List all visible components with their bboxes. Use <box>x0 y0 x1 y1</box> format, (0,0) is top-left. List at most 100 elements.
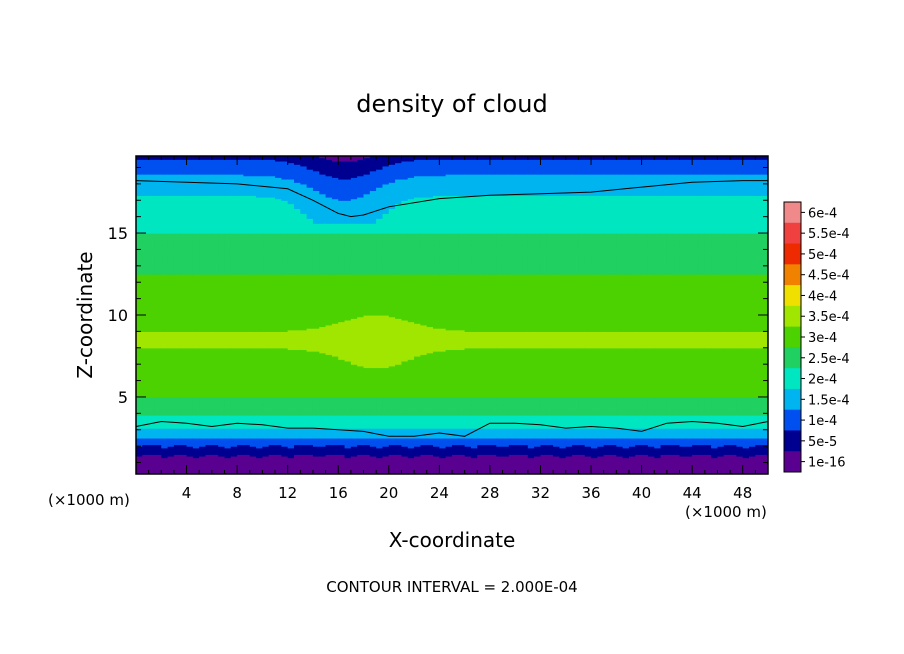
density-cell <box>167 160 175 164</box>
density-cell <box>192 310 200 313</box>
density-cell <box>142 251 150 254</box>
density-cell <box>161 352 169 355</box>
density-cell <box>148 457 156 460</box>
density-cell <box>136 413 143 416</box>
density-cell <box>192 337 200 341</box>
density-cell <box>192 349 200 352</box>
density-cell <box>180 295 188 298</box>
density-cell <box>211 305 219 308</box>
density-cell <box>180 360 188 364</box>
density-cell <box>205 187 213 190</box>
density-cell <box>167 265 175 269</box>
density-cell <box>186 203 194 206</box>
density-cell <box>154 221 162 224</box>
density-cell <box>205 315 213 318</box>
density-cell <box>142 178 150 182</box>
density-cell <box>192 205 200 208</box>
density-cell <box>186 401 194 405</box>
density-cell <box>161 452 169 455</box>
density-cell <box>161 265 169 269</box>
density-cell <box>205 298 213 301</box>
density-cell <box>199 185 207 188</box>
density-cell <box>199 159 207 162</box>
density-cell <box>180 162 188 165</box>
density-cell <box>199 357 207 360</box>
density-cell <box>154 282 162 285</box>
density-cell <box>173 177 181 180</box>
density-cell <box>161 301 169 305</box>
density-cell <box>142 465 150 469</box>
density-cell <box>205 359 213 362</box>
density-cell <box>205 403 213 406</box>
density-cell <box>161 208 169 211</box>
density-cell <box>148 156 156 159</box>
density-cell <box>148 208 156 211</box>
density-cell <box>180 265 188 269</box>
density-cell <box>154 365 162 369</box>
density-cell <box>180 352 188 355</box>
density-cell <box>180 464 188 467</box>
density-cell <box>180 396 188 400</box>
density-cell <box>211 416 219 419</box>
density-cell <box>136 301 143 305</box>
density-cell <box>154 341 162 344</box>
density-cell <box>136 398 143 401</box>
density-cell <box>186 224 194 228</box>
density-cell <box>199 346 207 349</box>
density-cell <box>173 211 181 214</box>
density-cell <box>154 418 162 421</box>
density-cell <box>154 316 162 319</box>
density-cell <box>161 360 169 364</box>
density-cell <box>180 337 188 341</box>
density-cell <box>199 285 207 288</box>
density-cell <box>205 351 213 354</box>
density-cell <box>192 346 200 349</box>
density-cell <box>136 451 143 454</box>
density-cell <box>186 472 194 474</box>
density-cell <box>205 259 213 262</box>
density-cell <box>211 270 219 273</box>
density-cell <box>199 283 207 287</box>
density-cell <box>161 283 169 287</box>
density-cell <box>205 265 213 269</box>
density-cell <box>148 259 156 262</box>
density-cell <box>161 251 169 254</box>
density-cell <box>192 218 200 221</box>
density-cell <box>180 460 188 464</box>
density-cell <box>199 392 207 395</box>
density-cell <box>199 315 207 318</box>
density-cell <box>154 455 162 459</box>
density-cell <box>192 269 200 272</box>
density-cell <box>173 380 181 383</box>
density-cell <box>167 175 175 178</box>
density-cell <box>192 180 200 183</box>
density-cell <box>192 174 200 177</box>
density-cell <box>161 260 169 264</box>
density-cell <box>154 246 162 249</box>
density-cell <box>186 341 194 344</box>
density-cell <box>205 282 213 285</box>
density-cell <box>161 236 169 239</box>
density-cell <box>211 418 219 421</box>
density-cell <box>161 349 169 352</box>
density-cell <box>192 167 200 170</box>
density-cell <box>167 254 175 257</box>
density-cell <box>148 437 156 441</box>
density-cell <box>173 328 181 331</box>
density-cell <box>173 367 181 370</box>
density-cell <box>148 295 156 298</box>
density-cell <box>180 282 188 285</box>
density-cell <box>161 446 169 449</box>
density-cell <box>161 454 169 457</box>
density-cell <box>192 460 200 464</box>
density-cell <box>167 290 175 293</box>
density-cell <box>211 377 219 380</box>
density-cell <box>173 469 181 472</box>
density-cell <box>136 395 143 398</box>
density-cell <box>148 249 156 252</box>
density-cell <box>142 395 150 398</box>
density-cell <box>192 187 200 190</box>
density-cell <box>142 236 150 239</box>
density-cell <box>180 234 188 237</box>
density-cell <box>205 369 213 372</box>
